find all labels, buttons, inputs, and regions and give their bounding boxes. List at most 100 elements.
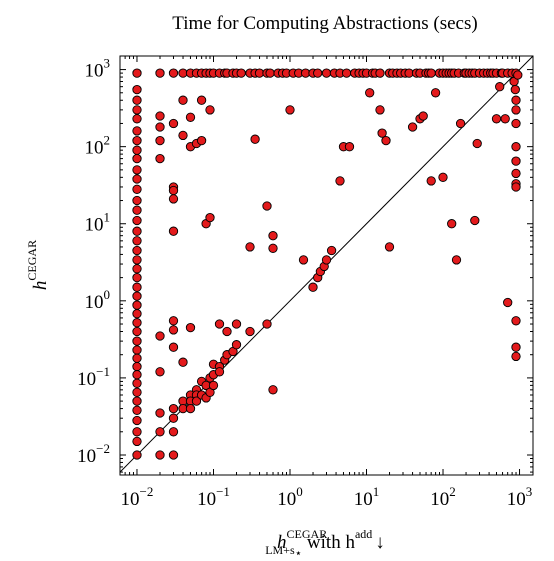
data-point bbox=[168, 68, 179, 78]
x-axis-tick-labels: 10−2 10−1 100 101 102 103 bbox=[121, 484, 533, 510]
data-point bbox=[341, 68, 352, 78]
data-point bbox=[214, 319, 225, 329]
data-point bbox=[236, 68, 246, 78]
x-label-sup: CEGAR bbox=[287, 527, 328, 541]
data-point bbox=[344, 142, 355, 152]
data-point bbox=[132, 145, 142, 155]
data-point bbox=[196, 95, 207, 105]
data-point bbox=[132, 68, 142, 78]
y-axis-tick-labels: 10−2 10−1 100 101 102 103 bbox=[77, 56, 110, 467]
data-point bbox=[132, 436, 142, 447]
data-point bbox=[132, 153, 142, 164]
data-point bbox=[168, 427, 179, 437]
x-tick-label: 100 bbox=[277, 484, 303, 510]
data-point bbox=[155, 122, 165, 132]
data-point bbox=[168, 325, 179, 335]
data-point bbox=[155, 408, 165, 418]
data-point bbox=[208, 380, 219, 391]
data-point bbox=[511, 142, 521, 152]
data-point bbox=[132, 126, 142, 136]
data-point bbox=[132, 326, 142, 337]
data-point bbox=[132, 405, 142, 415]
data-point bbox=[168, 118, 179, 129]
y-tick-label: 101 bbox=[85, 210, 111, 236]
data-point bbox=[491, 114, 502, 124]
data-point bbox=[321, 255, 332, 265]
data-point bbox=[132, 336, 142, 346]
chart-title: Time for Computing Abstractions (secs) bbox=[172, 13, 477, 34]
x-tick-label: 10−2 bbox=[121, 484, 154, 510]
data-point bbox=[168, 342, 179, 352]
data-point bbox=[132, 95, 142, 105]
data-point bbox=[132, 370, 142, 380]
data-point bbox=[313, 68, 323, 78]
data-point bbox=[132, 174, 142, 184]
x-tick-label: 101 bbox=[354, 484, 380, 510]
data-point bbox=[155, 331, 165, 341]
data-point bbox=[326, 245, 337, 256]
data-point bbox=[191, 396, 202, 406]
data-point bbox=[132, 378, 142, 388]
x-label-tail-sup: add bbox=[355, 527, 372, 541]
data-point bbox=[132, 205, 142, 215]
data-point bbox=[495, 82, 505, 92]
data-point bbox=[513, 70, 523, 80]
x-label-arrow: ↓ bbox=[375, 532, 385, 553]
data-point bbox=[155, 427, 165, 437]
data-point bbox=[262, 319, 272, 329]
x-label-tail: with h bbox=[302, 532, 355, 553]
data-point bbox=[168, 413, 179, 423]
y-tick-label: 10−2 bbox=[77, 441, 110, 467]
data-point bbox=[384, 242, 395, 252]
data-point bbox=[132, 291, 142, 301]
data-point bbox=[132, 195, 142, 206]
data-point bbox=[168, 316, 179, 326]
data-point bbox=[335, 176, 345, 186]
data-point bbox=[132, 396, 142, 406]
data-point bbox=[472, 138, 482, 149]
data-point bbox=[155, 153, 165, 164]
data-point bbox=[132, 272, 142, 283]
data-point bbox=[268, 243, 278, 253]
y-tick-label: 102 bbox=[85, 133, 111, 159]
y-axis-ticks bbox=[120, 69, 533, 473]
data-point bbox=[168, 403, 179, 414]
data-point bbox=[185, 112, 196, 122]
data-point bbox=[511, 351, 521, 362]
x-axis-ticks bbox=[124, 56, 521, 475]
data-point bbox=[132, 450, 142, 460]
data-point bbox=[500, 114, 510, 124]
data-point bbox=[265, 68, 275, 78]
data-point bbox=[308, 282, 318, 292]
y-tick-label: 100 bbox=[85, 287, 111, 313]
data-point bbox=[132, 387, 142, 397]
data-point bbox=[321, 68, 332, 78]
data-point bbox=[132, 226, 142, 236]
data-point bbox=[132, 135, 142, 146]
data-point bbox=[178, 130, 188, 141]
data-point bbox=[155, 135, 165, 146]
data-point bbox=[375, 105, 385, 115]
data-point bbox=[451, 255, 462, 265]
data-point bbox=[268, 231, 278, 241]
data-point bbox=[132, 361, 142, 372]
data-point bbox=[132, 114, 142, 124]
data-point bbox=[132, 105, 142, 115]
data-point bbox=[381, 135, 391, 146]
data-point bbox=[155, 68, 165, 78]
y-tick-label: 103 bbox=[85, 56, 111, 82]
data-point bbox=[205, 212, 215, 223]
x-axis-label: hCEGAR LM+s⋆ with hadd ↓ bbox=[265, 527, 385, 560]
data-point bbox=[132, 309, 142, 319]
data-point bbox=[365, 88, 375, 98]
x-label-sub: LM+s bbox=[265, 543, 295, 557]
data-point bbox=[185, 322, 196, 333]
data-point bbox=[132, 300, 142, 310]
data-point bbox=[168, 226, 179, 236]
data-point bbox=[438, 172, 448, 182]
y-axis-label: hCEGAR bbox=[25, 240, 51, 290]
data-point bbox=[132, 353, 142, 363]
x-label-sub-star: ⋆ bbox=[295, 546, 303, 560]
y-tick-label: 10−1 bbox=[77, 364, 110, 390]
data-point bbox=[430, 88, 441, 98]
